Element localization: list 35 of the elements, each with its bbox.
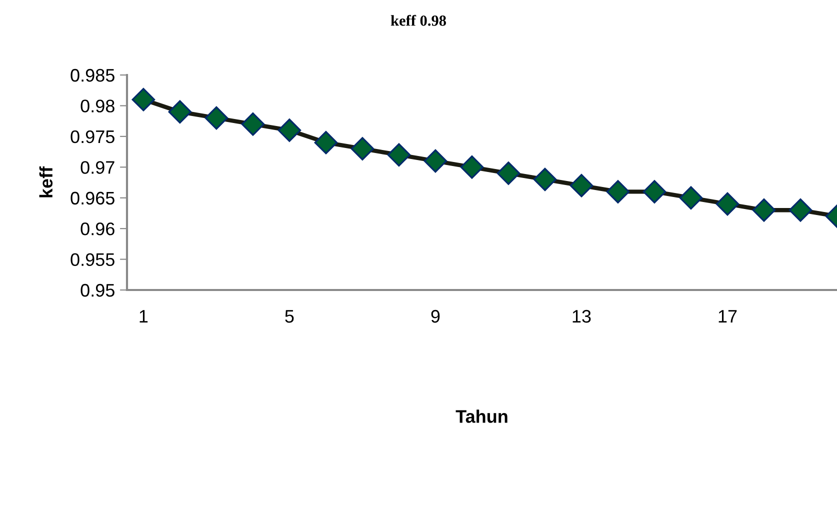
point (752, 198, 776, 222)
y-tick-label: 0.985 (70, 68, 114, 82)
point (788, 198, 812, 222)
point (168, 100, 192, 124)
x-tick-label: 17 (718, 310, 737, 323)
y-tick-label: 0.955 (70, 253, 114, 266)
point (204, 106, 228, 130)
point (424, 149, 448, 173)
point (460, 156, 484, 179)
point (241, 112, 265, 136)
point (132, 88, 156, 112)
y-tick-label: 0.96 (80, 222, 114, 236)
y-tick-label: 0.975 (70, 130, 114, 144)
chart-title: keff 0.98 (390, 14, 446, 26)
y-axis-title: keff (39, 166, 53, 198)
point (716, 192, 740, 216)
point (350, 137, 374, 160)
x-tick-label: 13 (572, 310, 591, 323)
y-tick-label: 0.965 (70, 192, 114, 205)
x-tick-label: 1 (140, 310, 148, 323)
x-tick-label: 9 (431, 310, 440, 323)
point (570, 174, 594, 198)
point (278, 118, 302, 142)
y-tick-label: 0.98 (80, 100, 114, 112)
y-tick-label: 0.97 (80, 161, 114, 174)
point (606, 180, 630, 204)
x-axis-title: Tahun (456, 410, 508, 423)
point (533, 168, 557, 192)
point (314, 130, 338, 154)
y-tick-label: 0.95 (80, 284, 114, 297)
point (642, 180, 666, 204)
point (387, 143, 411, 166)
x-tick-label: 5 (285, 310, 294, 323)
point (496, 162, 520, 185)
point (679, 186, 703, 210)
